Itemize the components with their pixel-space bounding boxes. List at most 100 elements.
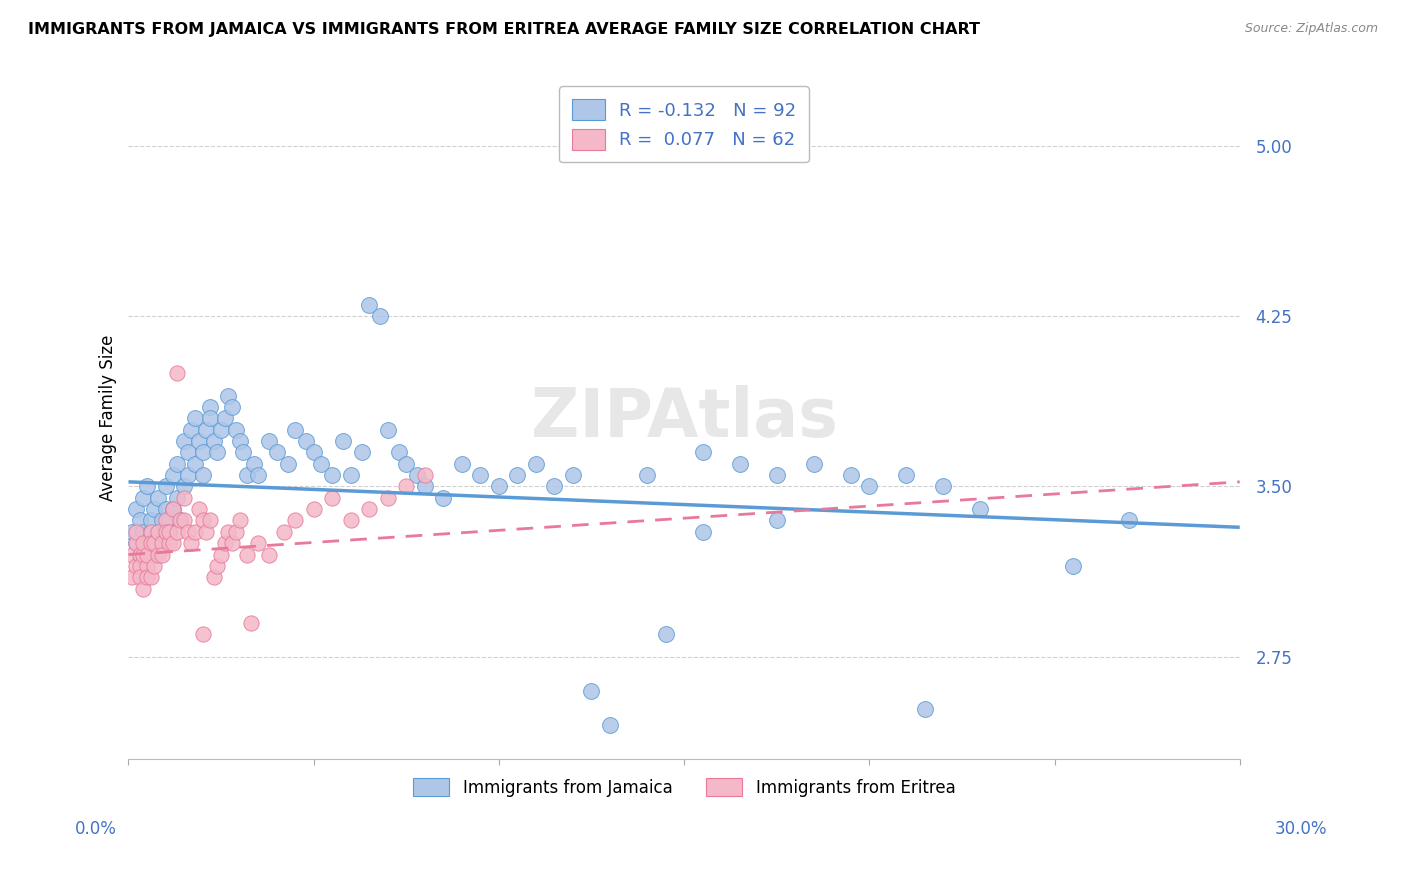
- Point: [728, 457, 751, 471]
- Point: [191, 513, 214, 527]
- Point: [377, 423, 399, 437]
- Point: [218, 524, 240, 539]
- Point: [195, 423, 218, 437]
- Point: [839, 468, 862, 483]
- Point: [191, 627, 214, 641]
- Point: [187, 502, 209, 516]
- Point: [654, 627, 676, 641]
- Point: [173, 434, 195, 448]
- Point: [257, 434, 280, 448]
- Point: [184, 524, 207, 539]
- Point: [162, 502, 184, 516]
- Point: [191, 445, 214, 459]
- Point: [136, 479, 159, 493]
- Point: [692, 524, 714, 539]
- Point: [173, 491, 195, 505]
- Point: [488, 479, 510, 493]
- Point: [198, 411, 221, 425]
- Point: [302, 502, 325, 516]
- Point: [157, 536, 180, 550]
- Point: [295, 434, 318, 448]
- Text: ZIPAtlas: ZIPAtlas: [530, 385, 838, 451]
- Point: [284, 423, 307, 437]
- Point: [332, 434, 354, 448]
- Point: [132, 582, 155, 596]
- Point: [180, 536, 202, 550]
- Point: [858, 479, 880, 493]
- Point: [136, 570, 159, 584]
- Point: [143, 548, 166, 562]
- Point: [169, 513, 191, 527]
- Point: [377, 491, 399, 505]
- Text: IMMIGRANTS FROM JAMAICA VS IMMIGRANTS FROM ERITREA AVERAGE FAMILY SIZE CORRELATI: IMMIGRANTS FROM JAMAICA VS IMMIGRANTS FR…: [28, 22, 980, 37]
- Y-axis label: Average Family Size: Average Family Size: [100, 335, 117, 501]
- Point: [803, 457, 825, 471]
- Point: [302, 445, 325, 459]
- Point: [125, 558, 148, 573]
- Point: [166, 491, 188, 505]
- Point: [128, 570, 150, 584]
- Point: [177, 445, 200, 459]
- Point: [128, 513, 150, 527]
- Point: [187, 434, 209, 448]
- Point: [166, 366, 188, 380]
- Point: [321, 468, 343, 483]
- Point: [239, 615, 262, 630]
- Point: [184, 411, 207, 425]
- Point: [562, 468, 585, 483]
- Point: [284, 513, 307, 527]
- Point: [198, 400, 221, 414]
- Point: [173, 513, 195, 527]
- Point: [169, 513, 191, 527]
- Point: [121, 548, 143, 562]
- Point: [273, 524, 295, 539]
- Point: [121, 570, 143, 584]
- Point: [128, 548, 150, 562]
- Point: [136, 548, 159, 562]
- Point: [969, 502, 991, 516]
- Point: [388, 445, 411, 459]
- Point: [350, 445, 373, 459]
- Point: [125, 502, 148, 516]
- Point: [121, 524, 143, 539]
- Point: [146, 524, 169, 539]
- Point: [125, 524, 148, 539]
- Point: [225, 423, 247, 437]
- Point: [132, 524, 155, 539]
- Point: [146, 491, 169, 505]
- Point: [155, 513, 177, 527]
- Point: [309, 457, 332, 471]
- Point: [166, 524, 188, 539]
- Point: [139, 536, 162, 550]
- Point: [636, 468, 658, 483]
- Point: [155, 502, 177, 516]
- Point: [228, 513, 250, 527]
- Point: [143, 536, 166, 550]
- Point: [692, 445, 714, 459]
- Point: [177, 468, 200, 483]
- Point: [162, 502, 184, 516]
- Point: [132, 536, 155, 550]
- Point: [932, 479, 955, 493]
- Point: [413, 479, 436, 493]
- Point: [157, 513, 180, 527]
- Point: [221, 536, 243, 550]
- Point: [162, 468, 184, 483]
- Point: [765, 513, 787, 527]
- Text: 30.0%: 30.0%: [1274, 820, 1327, 838]
- Point: [157, 524, 180, 539]
- Point: [150, 536, 173, 550]
- Text: Source: ZipAtlas.com: Source: ZipAtlas.com: [1244, 22, 1378, 36]
- Point: [232, 445, 254, 459]
- Text: 0.0%: 0.0%: [75, 820, 117, 838]
- Point: [214, 411, 236, 425]
- Point: [180, 423, 202, 437]
- Point: [214, 536, 236, 550]
- Point: [143, 558, 166, 573]
- Point: [406, 468, 429, 483]
- Point: [225, 524, 247, 539]
- Point: [395, 479, 418, 493]
- Point: [395, 457, 418, 471]
- Point: [195, 524, 218, 539]
- Point: [247, 536, 270, 550]
